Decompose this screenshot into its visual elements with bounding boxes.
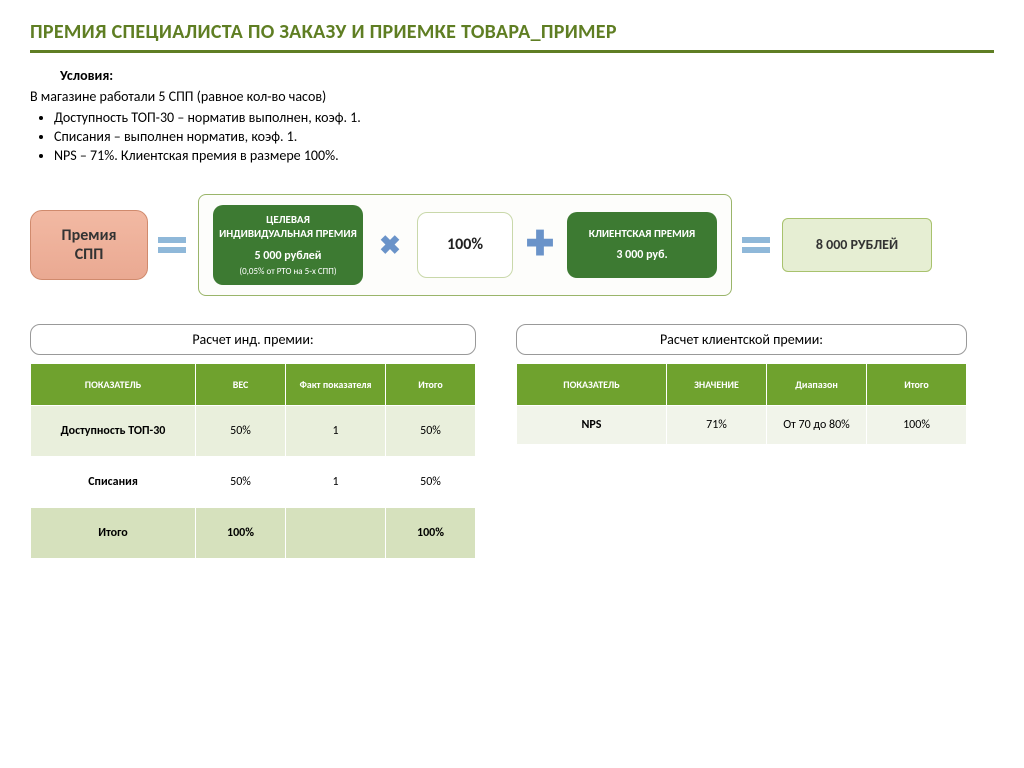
table-row: Списания 50% 1 50% xyxy=(31,456,476,507)
col-header: Факт показателя xyxy=(286,363,386,405)
result-value: 8 000 РУБЛЕЙ xyxy=(816,236,898,253)
table-row-total: Итого 100% 100% xyxy=(31,507,476,558)
col-header: Итого xyxy=(867,363,967,405)
premia-line1: Премия xyxy=(62,226,117,245)
condition-item: NPS – 71%. Клиентская премия в размере 1… xyxy=(54,147,994,164)
col-header: ПОКАЗАТЕЛЬ xyxy=(31,363,196,405)
client-title: КЛИЕНТСКАЯ ПРЕМИЯ xyxy=(589,227,696,241)
cell: 100% xyxy=(867,405,967,444)
table-row: NPS 71% От 70 до 80% 100% xyxy=(517,405,967,444)
formula-row: Премия СПП ЦЕЛЕВАЯ ИНДИВИДУАЛЬНАЯ ПРЕМИЯ… xyxy=(30,194,994,296)
cell: 50% xyxy=(386,456,476,507)
col-header: Диапазон xyxy=(767,363,867,405)
client-premia-box: КЛИЕНТСКАЯ ПРЕМИЯ 3 000 руб. xyxy=(567,212,717,278)
multiplier-box: 100% xyxy=(417,212,513,278)
multiplier-value: 100% xyxy=(447,235,483,254)
client-amount: 3 000 руб. xyxy=(616,248,667,263)
multiply-icon: ✖ xyxy=(375,229,405,261)
col-header: Итого xyxy=(386,363,476,405)
cell: Доступность ТОП-30 xyxy=(31,405,196,456)
cell: От 70 до 80% xyxy=(767,405,867,444)
cell: 50% xyxy=(386,405,476,456)
conditions-list: Доступность ТОП-30 – норматив выполнен, … xyxy=(30,109,994,164)
condition-item: Списания – выполнен норматив, коэф. 1. xyxy=(54,128,994,145)
cell: 1 xyxy=(286,405,386,456)
conditions-intro: В магазине работали 5 СПП (равное кол-во… xyxy=(30,88,994,105)
individual-table-title: Расчет инд. премии: xyxy=(30,324,476,355)
conditions-label: Условия: xyxy=(60,67,994,84)
premia-box: Премия СПП xyxy=(30,210,148,280)
cell: NPS xyxy=(517,405,667,444)
cell: Итого xyxy=(31,507,196,558)
col-header: ЗНАЧЕНИЕ xyxy=(667,363,767,405)
cell: 50% xyxy=(196,456,286,507)
premia-line2: СПП xyxy=(75,245,104,264)
equals-icon xyxy=(742,235,772,255)
cell: 100% xyxy=(196,507,286,558)
table-row: Доступность ТОП-30 50% 1 50% xyxy=(31,405,476,456)
client-table-block: Расчет клиентской премии: ПОКАЗАТЕЛЬ ЗНА… xyxy=(516,324,967,445)
condition-item: Доступность ТОП-30 – норматив выполнен, … xyxy=(54,109,994,126)
formula-group: ЦЕЛЕВАЯ ИНДИВИДУАЛЬНАЯ ПРЕМИЯ 5 000 рубл… xyxy=(198,194,732,296)
result-box: 8 000 РУБЛЕЙ xyxy=(782,218,932,272)
tables-row: Расчет инд. премии: ПОКАЗАТЕЛЬ ВЕС Факт … xyxy=(30,324,994,559)
cell: 1 xyxy=(286,456,386,507)
cell xyxy=(286,507,386,558)
cell: Списания xyxy=(31,456,196,507)
cell: 100% xyxy=(386,507,476,558)
col-header: ВЕС xyxy=(196,363,286,405)
individual-table-block: Расчет инд. премии: ПОКАЗАТЕЛЬ ВЕС Факт … xyxy=(30,324,476,559)
page-title: ПРЕМИЯ СПЕЦИАЛИСТА ПО ЗАКАЗУ И ПРИЕМКЕ Т… xyxy=(30,20,994,53)
individual-table: ПОКАЗАТЕЛЬ ВЕС Факт показателя Итого Дос… xyxy=(30,363,476,559)
client-table: ПОКАЗАТЕЛЬ ЗНАЧЕНИЕ Диапазон Итого NPS 7… xyxy=(516,363,967,445)
cell: 71% xyxy=(667,405,767,444)
cell: 50% xyxy=(196,405,286,456)
individual-premia-box: ЦЕЛЕВАЯ ИНДИВИДУАЛЬНАЯ ПРЕМИЯ 5 000 рубл… xyxy=(213,205,363,285)
plus-icon: ✚ xyxy=(525,224,555,265)
equals-icon xyxy=(158,235,188,255)
table-header-row: ПОКАЗАТЕЛЬ ЗНАЧЕНИЕ Диапазон Итого xyxy=(517,363,967,405)
table-header-row: ПОКАЗАТЕЛЬ ВЕС Факт показателя Итого xyxy=(31,363,476,405)
col-header: ПОКАЗАТЕЛЬ xyxy=(517,363,667,405)
individual-note: (0,05% от РТО на 5-х СПП) xyxy=(239,266,336,277)
client-table-title: Расчет клиентской премии: xyxy=(516,324,967,355)
individual-amount: 5 000 рублей xyxy=(255,249,322,264)
individual-title: ЦЕЛЕВАЯ ИНДИВИДУАЛЬНАЯ ПРЕМИЯ xyxy=(219,213,357,241)
